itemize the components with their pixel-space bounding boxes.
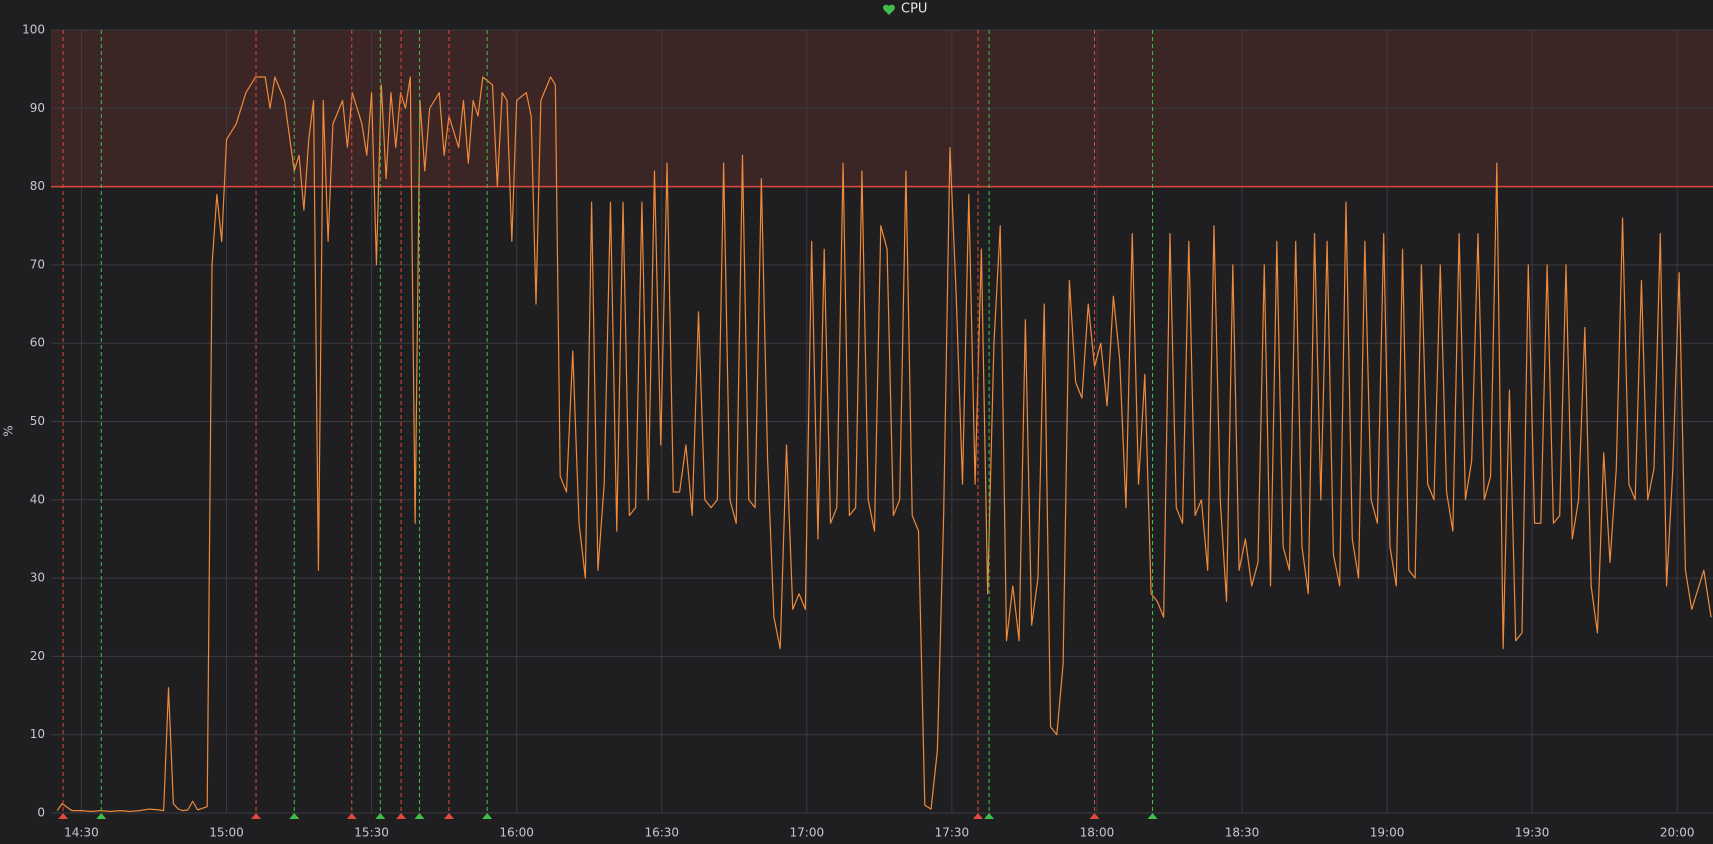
- x-tick-label: 18:00: [1080, 826, 1115, 840]
- legend-icon: [883, 4, 895, 15]
- x-tick-label: 16:30: [644, 826, 679, 840]
- annotation-marker: [443, 813, 454, 819]
- annotation-marker: [1089, 813, 1100, 819]
- chart-title[interactable]: CPU: [901, 2, 927, 17]
- y-axis-label: %: [2, 425, 16, 436]
- annotation-marker: [251, 813, 262, 819]
- x-tick-label: 19:00: [1370, 826, 1405, 840]
- x-tick-label: 17:00: [790, 826, 825, 840]
- y-tick-label: 0: [37, 806, 45, 820]
- annotation-marker: [58, 813, 69, 819]
- y-tick-label: 90: [30, 101, 45, 115]
- y-tick-label: 10: [30, 727, 45, 741]
- annotation-marker: [1147, 813, 1158, 819]
- y-tick-label: 50: [30, 414, 45, 428]
- annotation-marker: [375, 813, 386, 819]
- x-tick-label: 16:00: [499, 826, 534, 840]
- annotation-marker: [346, 813, 357, 819]
- x-tick-label: 20:00: [1660, 826, 1695, 840]
- y-tick-label: 20: [30, 649, 45, 663]
- x-tick-label: 15:00: [209, 826, 244, 840]
- x-tick-label: 14:30: [64, 826, 99, 840]
- y-tick-label: 70: [30, 257, 45, 271]
- annotation-marker: [289, 813, 300, 819]
- annotation-marker: [984, 813, 995, 819]
- x-tick-label: 19:30: [1515, 826, 1550, 840]
- x-tick-label: 17:30: [935, 826, 970, 840]
- annotation-marker: [482, 813, 493, 819]
- x-tick-label: 15:30: [354, 826, 389, 840]
- y-tick-label: 40: [30, 492, 45, 506]
- x-tick-label: 18:30: [1225, 826, 1260, 840]
- annotation-marker: [972, 813, 983, 819]
- annotation-marker: [414, 813, 425, 819]
- annotation-marker: [96, 813, 107, 819]
- legend[interactable]: CPU: [883, 2, 927, 17]
- annotation-marker: [396, 813, 407, 819]
- y-tick-label: 60: [30, 336, 45, 350]
- y-tick-label: 30: [30, 571, 45, 585]
- y-tick-label: 100: [22, 23, 45, 37]
- y-tick-label: 80: [30, 179, 45, 193]
